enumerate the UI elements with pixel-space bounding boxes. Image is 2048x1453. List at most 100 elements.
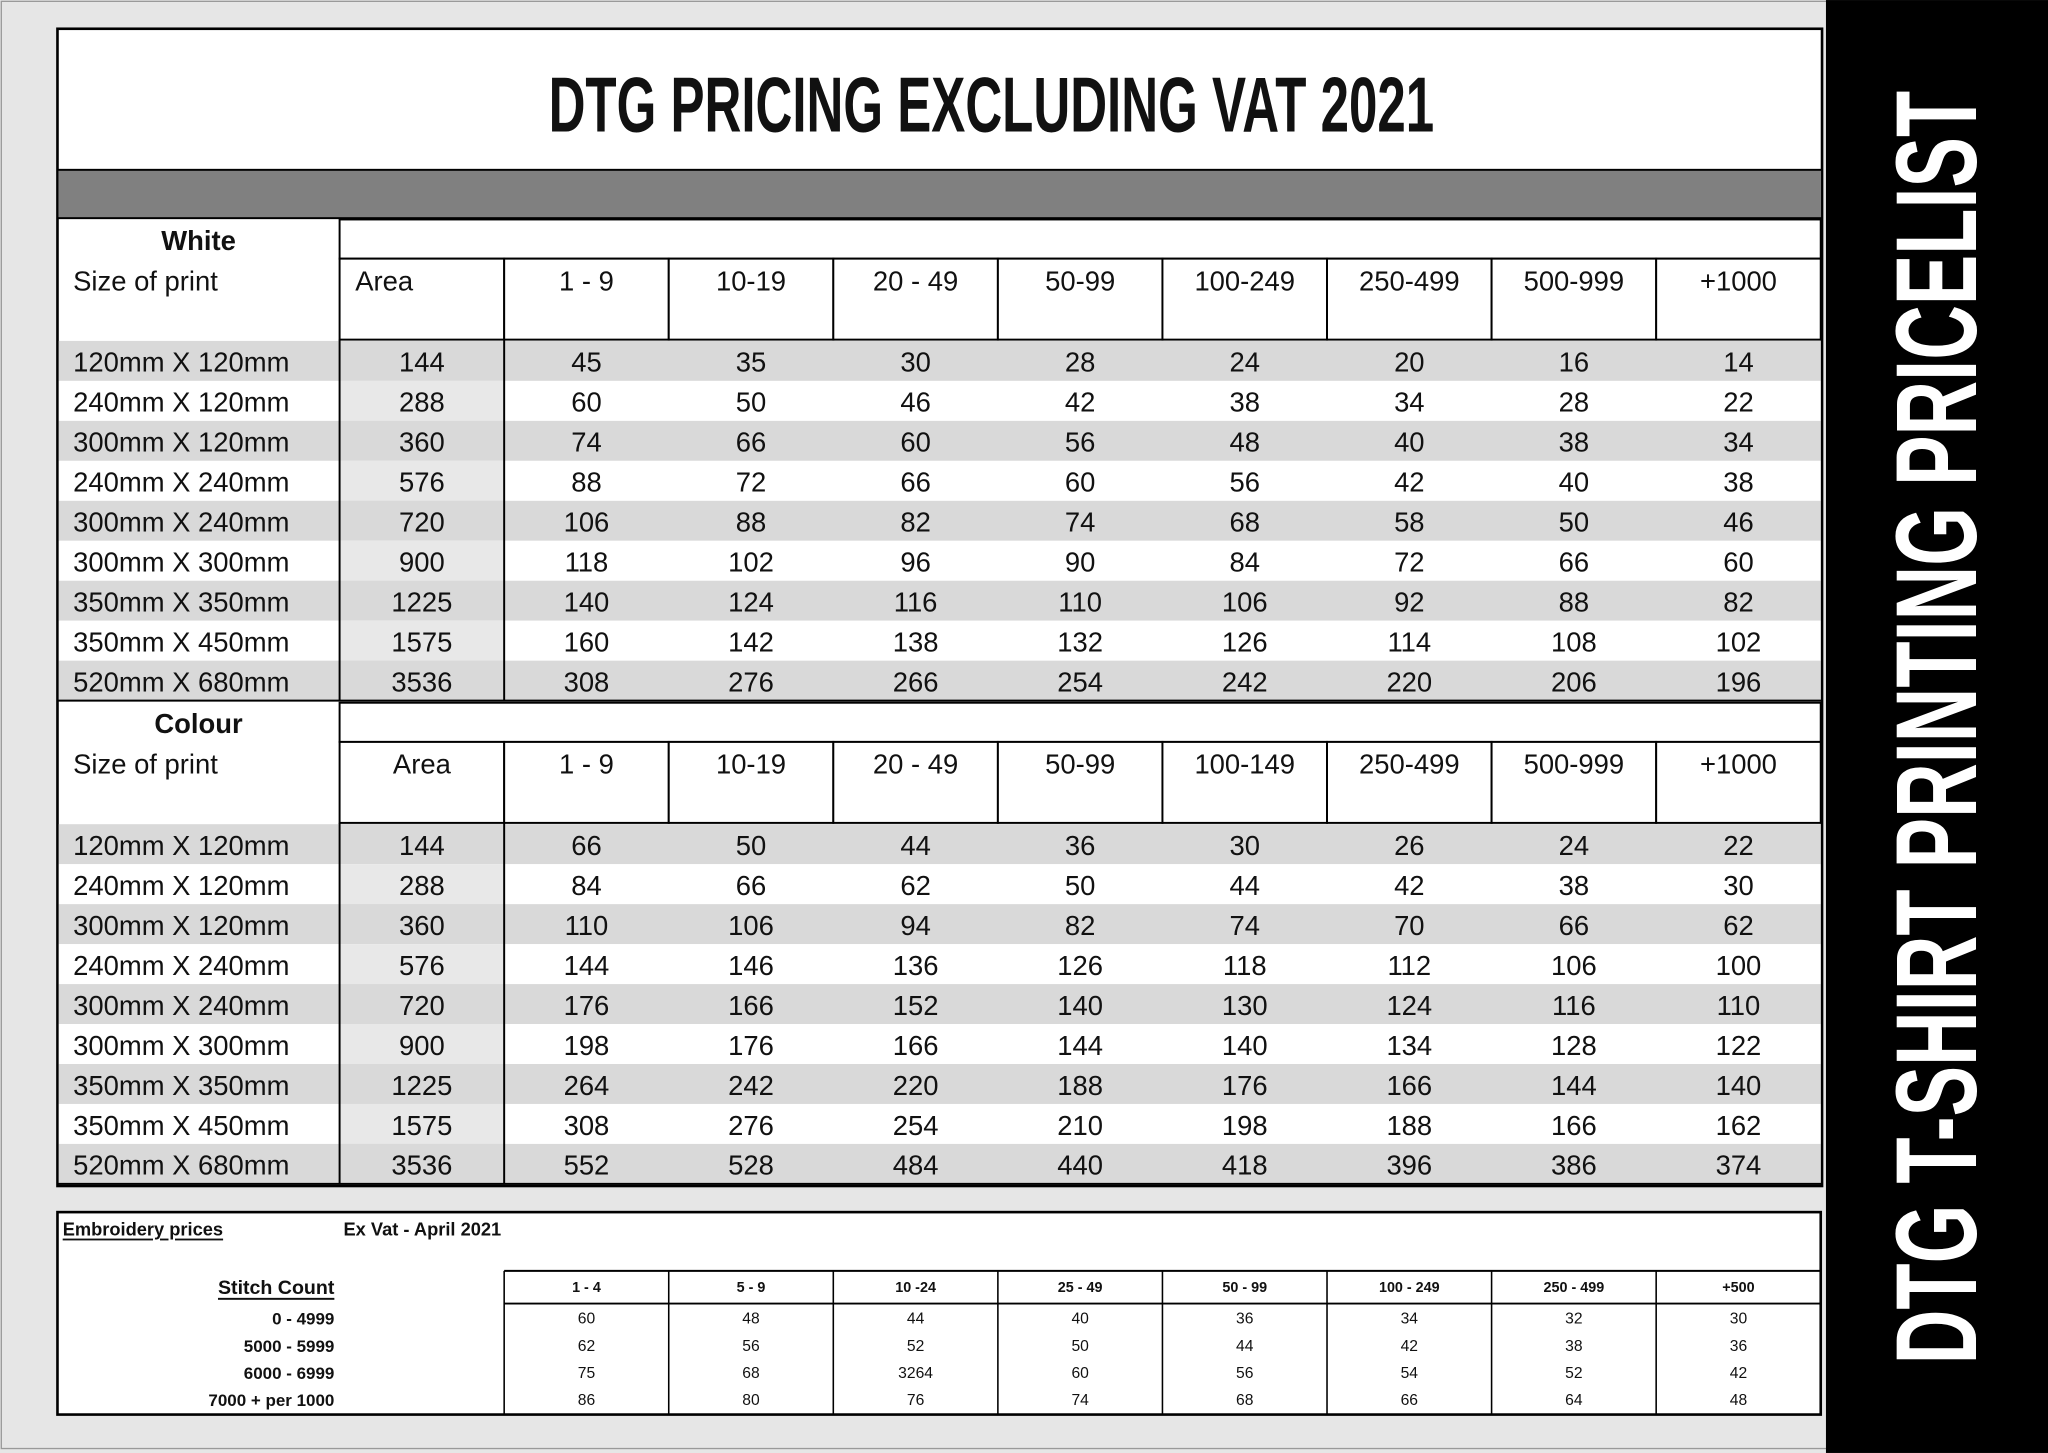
price-cell: 106 [1551, 950, 1597, 981]
price-cell: 254 [1057, 666, 1103, 697]
price-cell: 140 [1222, 1030, 1268, 1061]
price-cell: 48 [1229, 427, 1259, 458]
row-bg [58, 540, 1821, 581]
price-cell: 900 [399, 547, 445, 578]
price-cell: 116 [894, 587, 938, 618]
price-cell: 576 [399, 467, 445, 498]
price-cell: 88 [571, 467, 601, 498]
price-cell: 3536 [391, 1150, 452, 1181]
price-cell: 46 [1723, 507, 1753, 538]
price-cell: 34 [1394, 387, 1424, 418]
embroidery-price: 40 [1071, 1311, 1089, 1328]
header-label: Area [355, 265, 414, 296]
price-cell: 176 [728, 1030, 774, 1061]
row-bg [58, 460, 1821, 501]
area-bg [339, 1103, 505, 1144]
stitch-label: Stitch Count [218, 1277, 335, 1299]
area-bg [339, 1143, 505, 1184]
price-cell: 68 [1229, 507, 1259, 538]
price-cell: 196 [1716, 666, 1762, 697]
stitch-range: 5000 - 5999 [244, 1337, 335, 1356]
price-cell: 28 [1065, 347, 1095, 378]
embroidery-price: 42 [1401, 1338, 1418, 1355]
size-cell: 300mm X 120mm [73, 910, 289, 941]
price-cell: 82 [900, 507, 930, 538]
price-cell: 66 [1559, 547, 1589, 578]
embroidery-price: 64 [1565, 1392, 1583, 1409]
embroidery-price: 3264 [898, 1365, 933, 1382]
price-cell: 144 [1057, 1030, 1103, 1061]
price-cell: 210 [1057, 1110, 1103, 1141]
price-cell: 35 [736, 347, 766, 378]
side-title: DTG T-SHIRT PRINTING PRICELIST [1873, 91, 2001, 1364]
price-cell: 70 [1394, 910, 1424, 941]
price-cell: 110 [1717, 990, 1761, 1021]
price-cell: 528 [728, 1150, 774, 1181]
price-cell: 56 [1229, 467, 1259, 498]
price-cell: 56 [1065, 427, 1095, 458]
embroidery-price: 32 [1565, 1311, 1582, 1328]
price-cell: 72 [736, 467, 766, 498]
price-cell: 188 [1057, 1070, 1103, 1101]
header-cell [1161, 257, 1328, 341]
embroidery-header: 10 -24 [895, 1280, 936, 1296]
price-cell: 38 [1723, 467, 1753, 498]
embroidery-header: 50 - 99 [1222, 1280, 1267, 1296]
header-cell [832, 257, 999, 341]
embroidery-header: 5 - 9 [737, 1280, 766, 1296]
price-cell: 418 [1222, 1150, 1268, 1181]
header-label: Area [393, 749, 452, 780]
size-cell: 120mm X 120mm [73, 830, 289, 861]
price-cell: 46 [900, 387, 930, 418]
price-cell: 94 [900, 910, 930, 941]
price-cell: 82 [1065, 910, 1095, 941]
header-cell [1326, 740, 1493, 824]
price-cell: 114 [1387, 626, 1431, 657]
header-label: 500-999 [1524, 749, 1625, 780]
row-bg [58, 904, 1821, 945]
price-cell: 45 [571, 347, 601, 378]
price-cell: 90 [1065, 547, 1095, 578]
price-cell: 900 [399, 1030, 445, 1061]
embroidery-price: 56 [1236, 1365, 1254, 1382]
price-cell: 198 [564, 1030, 610, 1061]
price-cell: 242 [728, 1070, 774, 1101]
area-bg [339, 540, 505, 581]
price-cell: 40 [1559, 467, 1589, 498]
price-cell: 130 [1222, 990, 1268, 1021]
header-label: 250-499 [1359, 265, 1460, 296]
price-cell: 16 [1559, 347, 1589, 378]
price-cell: 308 [564, 1110, 610, 1141]
price-cell: 62 [900, 870, 930, 901]
stitch-range: 6000 - 6999 [244, 1364, 335, 1383]
price-cell: 140 [1057, 990, 1103, 1021]
header-label: +1000 [1700, 265, 1777, 296]
header-label: 20 - 49 [873, 265, 958, 296]
header-cell [1655, 257, 1822, 341]
embroidery-price: 52 [907, 1338, 924, 1355]
price-cell: 66 [1559, 910, 1589, 941]
stitch-range: 7000 + per 1000 [208, 1391, 334, 1410]
size-cell: 300mm X 300mm [73, 547, 289, 578]
price-cell: 26 [1394, 830, 1424, 861]
price-cell: 66 [900, 467, 930, 498]
price-cell: 110 [565, 910, 609, 941]
price-cell: 176 [564, 990, 610, 1021]
price-cell: 62 [1723, 910, 1753, 941]
price-cell: 484 [893, 1150, 939, 1181]
size-cell: 120mm X 120mm [73, 347, 289, 378]
embroidery-price: 54 [1401, 1365, 1419, 1382]
price-cell: 28 [1559, 387, 1589, 418]
price-cell: 66 [736, 870, 766, 901]
price-cell: 74 [1229, 910, 1259, 941]
price-cell: 176 [1222, 1070, 1268, 1101]
area-bg [339, 984, 505, 1025]
price-cell: 60 [1065, 467, 1095, 498]
header-cell [1655, 740, 1822, 824]
header-label: 50-99 [1045, 265, 1115, 296]
embroidery-price: 36 [1730, 1338, 1748, 1355]
price-cell: 374 [1716, 1150, 1762, 1181]
price-cell: 576 [399, 950, 445, 981]
price-cell: 118 [565, 547, 609, 578]
